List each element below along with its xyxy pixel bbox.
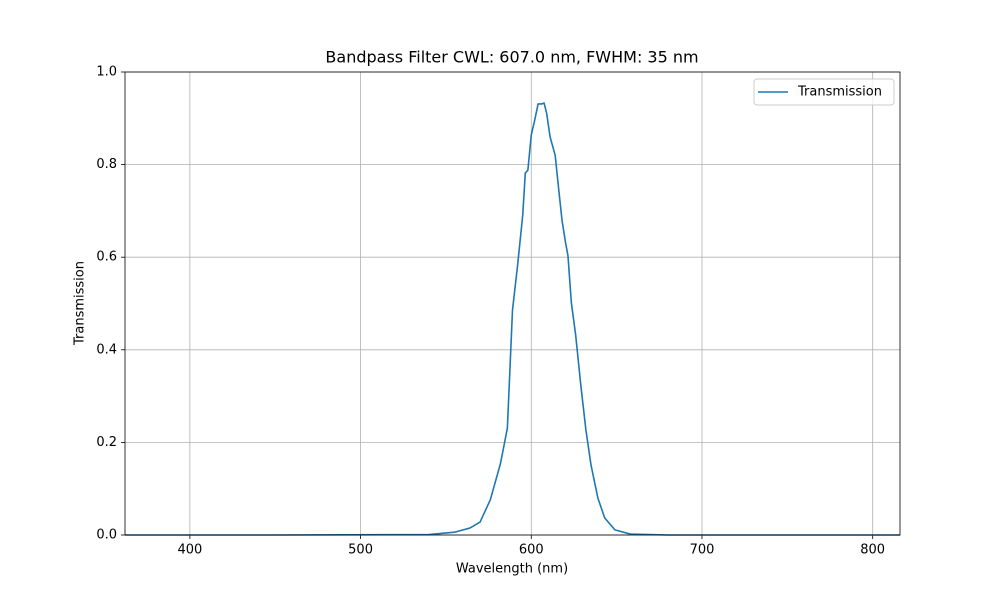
x-tick-label: 700 [690,543,715,558]
x-tick-label: 800 [860,543,885,558]
y-axis-label: Transmission [73,261,88,346]
y-tick-label: 0.6 [96,250,117,265]
y-tick-label: 0.8 [96,157,117,172]
x-axis-label: Wavelength (nm) [456,562,568,577]
x-tick-label: 500 [348,543,373,558]
legend-box [753,78,895,106]
legend-label: Transmission [797,85,882,100]
chart-title: Bandpass Filter CWL: 607.0 nm, FWHM: 35 … [325,48,698,67]
y-tick-label: 1.0 [96,65,117,80]
plot-frame [124,71,901,536]
y-tick-label: 0.4 [96,342,117,357]
x-tick-label: 400 [177,543,202,558]
data-line [125,102,900,536]
y-tick-label: 0.0 [96,528,117,543]
x-tick-label: 600 [519,543,544,558]
y-tick-label: 0.2 [96,435,117,450]
